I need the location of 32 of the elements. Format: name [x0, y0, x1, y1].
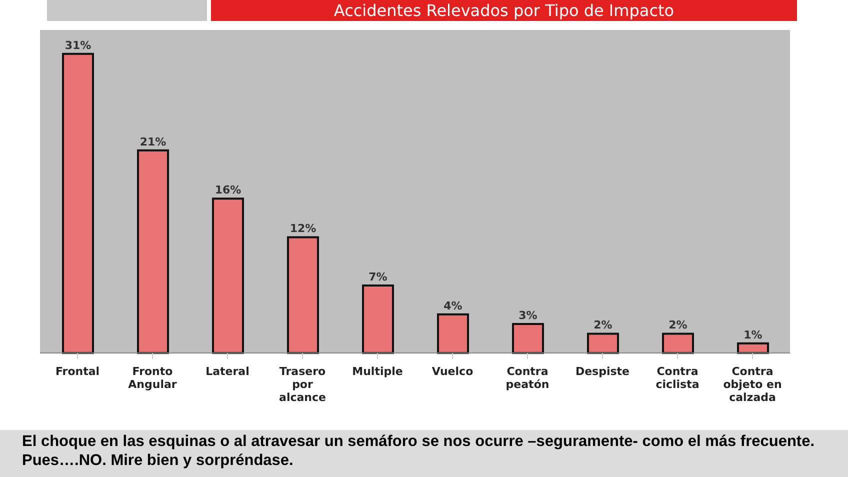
data-label: 3% — [518, 309, 538, 322]
data-label: 1% — [744, 328, 762, 342]
x-tick-label: Lateral — [206, 365, 250, 378]
x-tick-label: Vuelco — [432, 365, 474, 378]
data-label: 7% — [368, 270, 388, 284]
x-tick-label: Multiple — [352, 365, 403, 378]
bar — [287, 236, 319, 354]
x-tick-label: Fronto Angular — [128, 365, 178, 391]
data-label: 21% — [140, 135, 166, 148]
bar — [662, 332, 694, 354]
x-tick-label: Contra objeto en calzada — [723, 365, 782, 404]
x-tick-label: Frontal — [55, 365, 100, 378]
data-label: 4% — [444, 299, 462, 312]
bar — [512, 323, 544, 354]
bar — [737, 342, 769, 354]
bar — [62, 52, 94, 354]
data-label: 2% — [594, 318, 612, 332]
data-label: 31% — [64, 38, 92, 52]
bar — [212, 198, 244, 354]
bar — [362, 284, 394, 354]
data-label: 16% — [214, 184, 242, 197]
text: El choque en las esquinas o al atravesar un semáforo se nos ocurre –seguramente- como el más frecuente. Pues….NO. Mire bien y sorpréndase. — [21, 432, 816, 470]
data-label: 12% — [290, 222, 316, 236]
data-label: 2% — [668, 318, 688, 332]
x-tick-label: Contra peatón — [506, 365, 550, 391]
bar — [437, 313, 469, 354]
chart-title: Accidentes Relevados por Tipo de Impacto — [211, 0, 797, 21]
x-tick-label: Trasero por alcance — [279, 365, 326, 404]
bar — [587, 332, 619, 354]
bar — [137, 149, 169, 354]
x-tick-label: Contra ciclista — [656, 365, 700, 391]
x-tick-label: Despiste — [575, 365, 630, 378]
